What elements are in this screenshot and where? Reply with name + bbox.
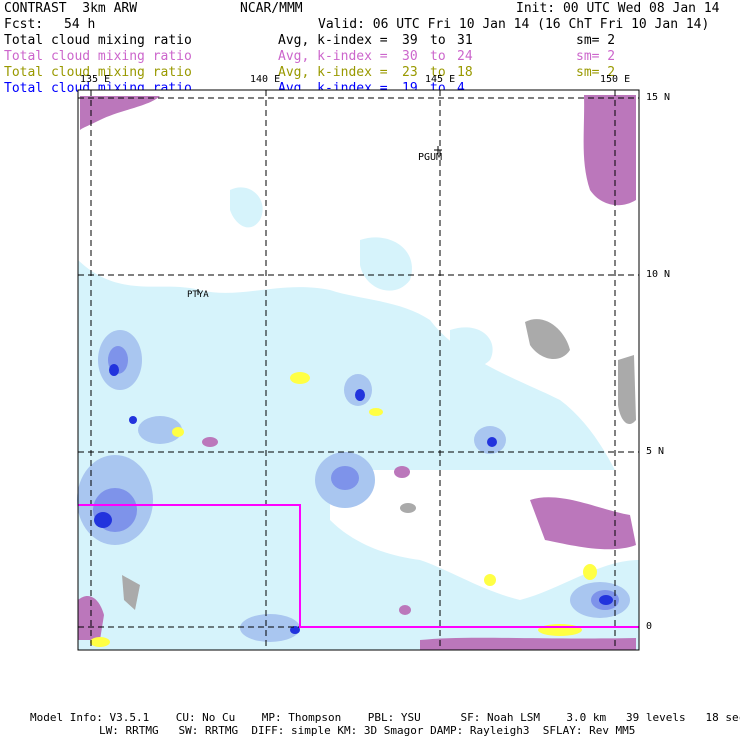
cloud-core (109, 364, 119, 376)
lon-label-145e: 145 E (425, 74, 456, 85)
subdomain-outline (78, 504, 639, 628)
legend-range-label: Avg, k-index = (278, 33, 388, 48)
lon-label-140e: 140 E (250, 74, 281, 85)
cloud-cell (394, 466, 410, 478)
organization: NCAR/MMM (240, 1, 303, 16)
cloud-cell (331, 466, 359, 490)
lat-label-5n: 5 N (646, 446, 665, 457)
lat-lon-grid (78, 90, 639, 650)
cloud-cell (538, 624, 582, 636)
legend-to: to (430, 65, 446, 80)
cloud-cell (399, 605, 411, 615)
legend-k-from: 39 (402, 33, 418, 48)
legend-to: to (430, 33, 446, 48)
legend-k-to: 24 (457, 49, 473, 64)
cloud-area (80, 96, 160, 130)
station-label-ptya: PTYA (187, 290, 209, 300)
station-pgum-marker (434, 146, 442, 154)
legend-k-from: 23 (402, 65, 418, 80)
legend-range-label: Avg, k-index = (278, 49, 388, 64)
cloud-core (355, 389, 365, 401)
cloud-core (129, 416, 137, 424)
cloud-area (360, 237, 412, 291)
cloud-cell (369, 408, 383, 416)
cloud-area (200, 318, 369, 429)
legend-field-name: Total cloud mixing ratio (4, 65, 192, 80)
model-name: CONTRAST 3km ARW (4, 1, 138, 16)
lon-label-135e: 135 E (80, 74, 111, 85)
gray-cloud-field (122, 319, 636, 610)
forecast-hours: 54 h (64, 17, 96, 32)
legend-k-to: 31 (457, 33, 473, 48)
legend-smoothing: sm= 2 (576, 33, 616, 48)
map-frame (77, 89, 640, 651)
lat-label-10n: 10 N (646, 269, 671, 280)
cloud-area (450, 327, 493, 368)
cloud-cell (484, 574, 496, 586)
cloud-area (122, 575, 140, 610)
legend-smoothing: sm= 2 (576, 65, 616, 80)
cloud-core (290, 626, 300, 634)
model-info-line2: LW: RRTMG SW: RRTMG DIFF: simple KM: 3D … (99, 724, 636, 737)
legend-to: to (430, 49, 446, 64)
valid-time: Valid: 06 UTC Fri 10 Jan 14 (16 ChT Fri … (318, 17, 710, 32)
legend-k-from: 30 (402, 49, 418, 64)
model-info-line1: Model Info: V3.5.1 CU: No Cu MP: Thompso… (30, 711, 740, 724)
cloud-core (599, 595, 613, 605)
legend-k-to: 4 (457, 81, 465, 96)
cloud-cell (172, 427, 184, 437)
cloud-core (487, 437, 497, 447)
magenta-subdomain-box (78, 504, 639, 628)
legend-field-name: Total cloud mixing ratio (4, 33, 192, 48)
lon-label-150e: 150 E (600, 74, 631, 85)
station-markers (197, 146, 442, 295)
cloud-area (525, 319, 570, 360)
legend-k-to: 18 (457, 65, 473, 80)
cloud-area (530, 497, 636, 550)
cloud-cell (583, 564, 597, 580)
cloud-cell (138, 416, 182, 444)
cloud-cell (400, 503, 416, 513)
legend-smoothing: sm= 2 (576, 49, 616, 64)
legend-field-name: Total cloud mixing ratio (4, 49, 192, 64)
cloud-area (78, 595, 104, 640)
cloud-area (420, 637, 636, 650)
forecast-label: Fcst: (4, 17, 44, 32)
cloud-area (230, 187, 263, 228)
purple-cloud-field (78, 95, 636, 650)
lat-label-equator: 0 (646, 621, 653, 632)
station-label-pgum: PGUM (418, 152, 443, 163)
cloud-cell (202, 437, 218, 447)
cloud-cell (90, 637, 110, 647)
init-time: Init: 00 UTC Wed 08 Jan 14 (516, 1, 720, 16)
cloud-area (583, 95, 636, 206)
cloud-cell (290, 372, 310, 384)
lat-label-15n: 15 N (646, 92, 671, 103)
cloud-cell (240, 614, 300, 642)
deep-blue-cloud-cores (94, 364, 613, 634)
cloud-area (618, 355, 636, 425)
cloud-core (94, 512, 112, 528)
legend-range-label: Avg, k-index = (278, 65, 388, 80)
